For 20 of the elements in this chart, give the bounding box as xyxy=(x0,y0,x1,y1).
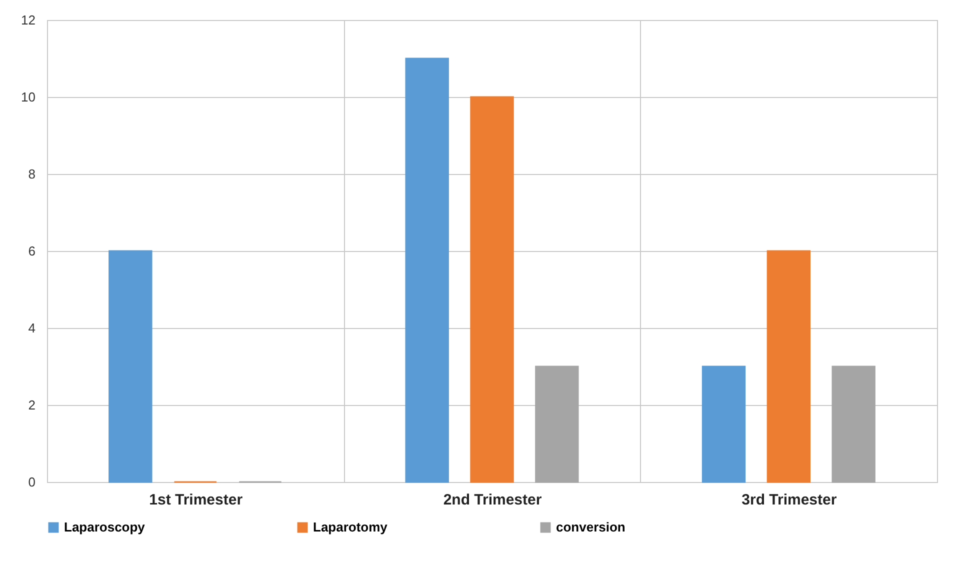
bar xyxy=(702,366,746,483)
x-tick-label: 2nd Trimester xyxy=(443,492,542,508)
y-tick-label: 12 xyxy=(21,12,36,28)
bar xyxy=(108,250,152,483)
y-tick-label: 2 xyxy=(28,398,36,412)
y-tick-label: 0 xyxy=(28,474,36,490)
legend-label: Laparotomy xyxy=(313,520,388,535)
y-tick-label: 10 xyxy=(21,90,36,104)
bar xyxy=(470,96,514,483)
x-tick-label: 1st Trimester xyxy=(149,492,243,508)
bar xyxy=(832,366,876,483)
bar xyxy=(535,366,579,483)
y-tick-label: 6 xyxy=(28,244,36,258)
legend-label: conversion xyxy=(556,520,626,535)
legend-label: Laparoscopy xyxy=(64,520,146,535)
y-tick-label: 8 xyxy=(28,166,36,182)
bar xyxy=(405,58,449,483)
y-tick-label: 4 xyxy=(28,320,36,336)
x-tick-label: 3rd Trimester xyxy=(742,492,837,508)
bar xyxy=(766,250,811,483)
